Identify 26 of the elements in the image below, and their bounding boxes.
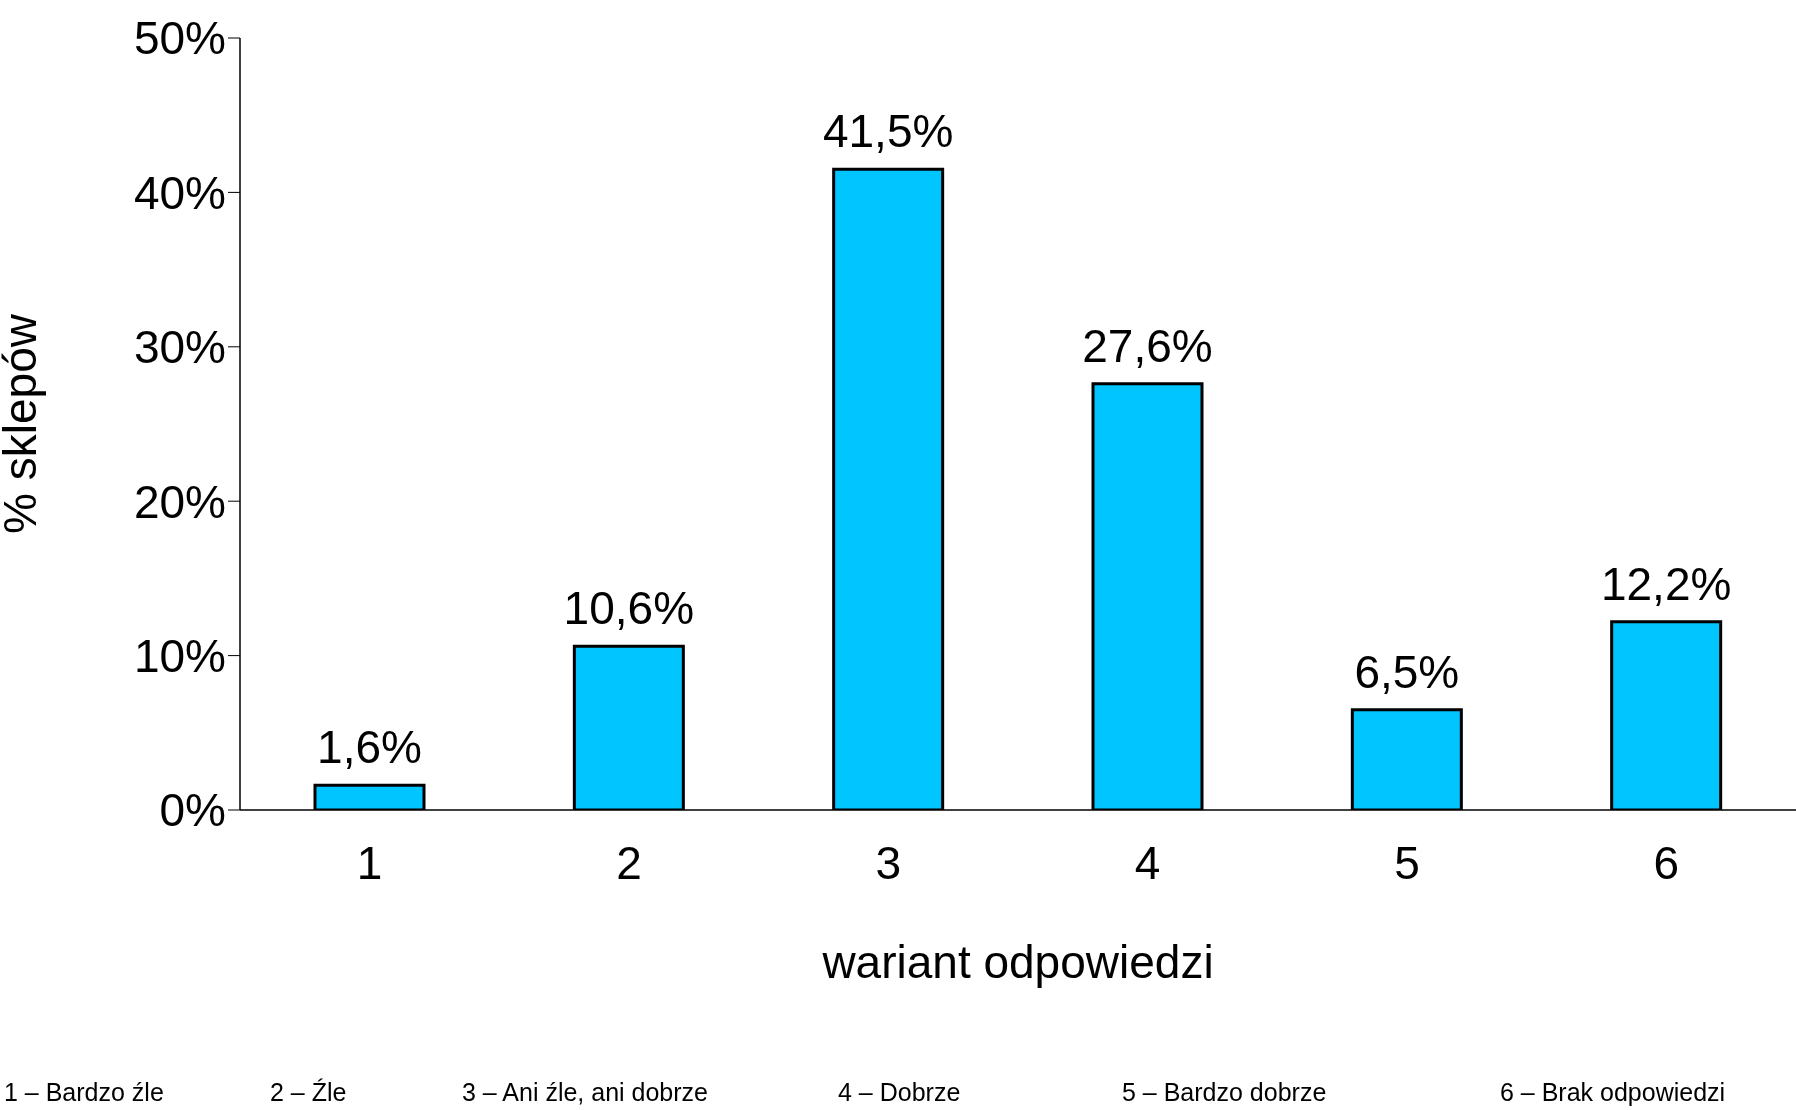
text: 2 – Źle (270, 1078, 347, 1107)
x-tick-label: 3 (875, 836, 902, 889)
data-label: 6,5% (1354, 645, 1460, 698)
text: 5 – Bardzo dobrze (1122, 1078, 1327, 1107)
text: 4 – Dobrze (838, 1078, 961, 1107)
y-tick-label: 0% (159, 784, 226, 837)
data-label: 1,6% (317, 721, 422, 774)
y-tick-label: 30% (133, 321, 226, 374)
x-tick-label: 1 (356, 836, 383, 889)
x-tick-label: 6 (1653, 836, 1680, 889)
data-label: 41,5% (822, 105, 954, 158)
y-tick-label: 50% (133, 12, 226, 65)
data-label: 10,6% (563, 582, 695, 635)
x-tick-label: 5 (1394, 836, 1420, 889)
y-tick-label: 40% (133, 166, 226, 219)
text: 6 – Brak odpowiedzi (1500, 1078, 1726, 1107)
x-tick-label: 2 (616, 836, 642, 889)
x-tick-label: 4 (1134, 836, 1161, 889)
x-axis-title: wariant odpowiedzi (821, 936, 1214, 988)
y-axis-title: % sklepów (0, 313, 47, 534)
y-tick-label: 20% (133, 475, 226, 528)
data-label: 27,6% (1082, 319, 1213, 372)
text: 1 – Bardzo źle (4, 1078, 164, 1107)
y-tick-label: 10% (133, 629, 226, 682)
data-label: 12,2% (1600, 557, 1732, 610)
text: 3 – Ani źle, ani dobrze (462, 1078, 708, 1107)
